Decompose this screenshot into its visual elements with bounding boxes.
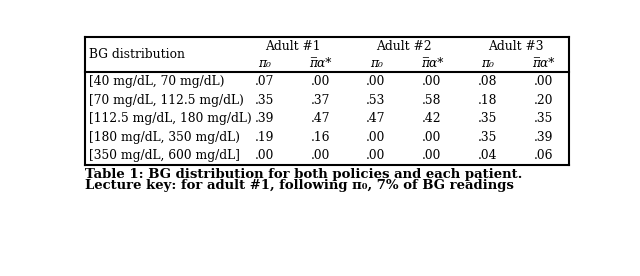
Text: .07: .07 — [255, 75, 274, 88]
Text: .18: .18 — [478, 94, 497, 107]
Text: .37: .37 — [310, 94, 330, 107]
Text: BG distribution: BG distribution — [90, 48, 186, 61]
Text: .00: .00 — [366, 131, 386, 144]
Text: .35: .35 — [534, 112, 553, 125]
Text: π₀: π₀ — [481, 57, 494, 70]
Text: .00: .00 — [366, 75, 386, 88]
Text: .00: .00 — [422, 149, 442, 162]
Text: Table 1: BG distribution for both policies and each patient.: Table 1: BG distribution for both polici… — [85, 168, 523, 181]
Text: π̅α*: π̅α* — [532, 57, 555, 70]
Bar — [85, 37, 569, 165]
Text: .35: .35 — [255, 94, 274, 107]
Text: .00: .00 — [366, 149, 386, 162]
Text: [350 mg/dL, 600 mg/dL]: [350 mg/dL, 600 mg/dL] — [90, 149, 240, 162]
Text: Lecture key: for adult #1, following π₀, 7% of BG readings: Lecture key: for adult #1, following π₀,… — [85, 179, 515, 192]
Text: .04: .04 — [478, 149, 497, 162]
Text: .00: .00 — [422, 75, 442, 88]
Text: [40 mg/dL, 70 mg/dL): [40 mg/dL, 70 mg/dL) — [90, 75, 225, 88]
Text: .00: .00 — [310, 75, 330, 88]
Text: π₀: π₀ — [258, 57, 271, 70]
Text: .19: .19 — [255, 131, 274, 144]
Text: .53: .53 — [366, 94, 386, 107]
Text: .42: .42 — [422, 112, 442, 125]
Text: .00: .00 — [255, 149, 274, 162]
Text: Adult #3: Adult #3 — [488, 40, 543, 53]
Text: .00: .00 — [534, 75, 553, 88]
Text: Adult #2: Adult #2 — [376, 40, 432, 53]
Text: .35: .35 — [478, 112, 497, 125]
Text: π̅α*: π̅α* — [420, 57, 443, 70]
Text: .08: .08 — [478, 75, 497, 88]
Text: .39: .39 — [255, 112, 274, 125]
Text: .35: .35 — [478, 131, 497, 144]
Text: .16: .16 — [310, 131, 330, 144]
Text: [70 mg/dL, 112.5 mg/dL): [70 mg/dL, 112.5 mg/dL) — [90, 94, 244, 107]
Text: .47: .47 — [310, 112, 330, 125]
Text: Adult #1: Adult #1 — [264, 40, 320, 53]
Text: .06: .06 — [534, 149, 553, 162]
Text: [112.5 mg/dL, 180 mg/dL): [112.5 mg/dL, 180 mg/dL) — [90, 112, 252, 125]
Text: .00: .00 — [422, 131, 442, 144]
Text: .47: .47 — [366, 112, 386, 125]
Text: [180 mg/dL, 350 mg/dL): [180 mg/dL, 350 mg/dL) — [90, 131, 240, 144]
Text: .20: .20 — [534, 94, 553, 107]
Text: π̅α*: π̅α* — [309, 57, 332, 70]
Text: .00: .00 — [310, 149, 330, 162]
Text: π₀: π₀ — [370, 57, 383, 70]
Text: .39: .39 — [534, 131, 553, 144]
Text: .58: .58 — [422, 94, 442, 107]
